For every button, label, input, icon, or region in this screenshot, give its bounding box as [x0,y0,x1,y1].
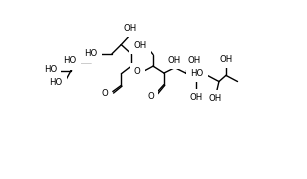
Text: HO: HO [84,49,97,58]
Text: HO: HO [49,78,62,87]
Text: OH: OH [187,56,200,65]
Text: HO: HO [190,69,204,78]
Text: OH: OH [134,41,147,50]
Text: O: O [134,67,141,76]
Text: O: O [101,89,108,98]
Text: O: O [147,92,154,101]
Text: OH: OH [219,55,232,64]
Text: HO: HO [44,66,57,74]
Text: OH: OH [167,56,181,65]
Text: OH: OH [123,24,136,33]
Text: OH: OH [208,94,222,103]
Text: HO: HO [63,56,76,65]
Text: OH: OH [189,93,202,102]
